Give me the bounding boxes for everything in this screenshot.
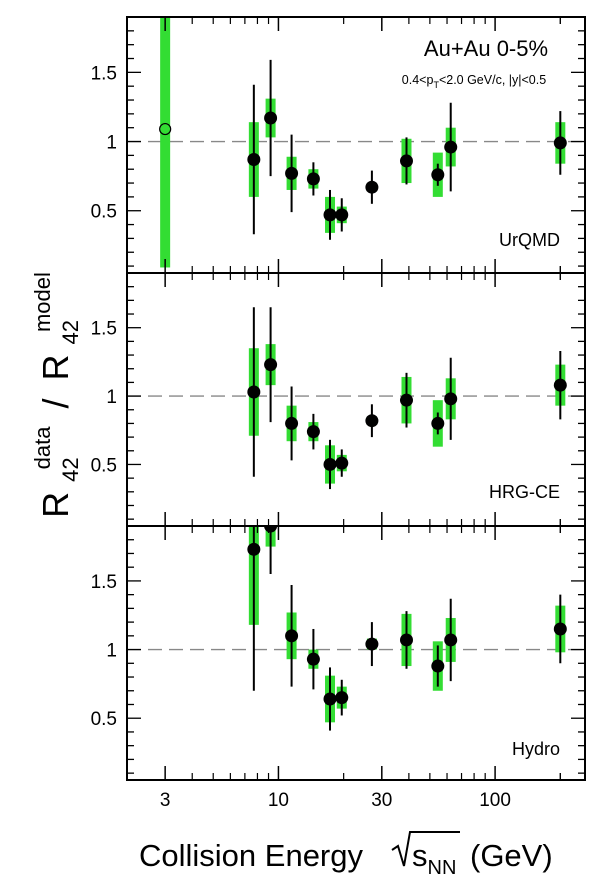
model-label: HRG-CE bbox=[489, 482, 560, 502]
data-point bbox=[365, 414, 378, 427]
y-tick-label: 1.5 bbox=[91, 572, 117, 593]
data-point bbox=[247, 385, 260, 398]
panels-group: 0.5 1 1.5 UrQMD 0.5 1 1.5 HRG-CE 0.5 1 1.5 Hydro 3 10… bbox=[91, 0, 585, 811]
y-tick-label: 1 bbox=[106, 387, 117, 408]
y-tick-label: 0.5 bbox=[91, 202, 117, 223]
data-point bbox=[247, 153, 260, 166]
x-label-unit: (GeV) bbox=[470, 838, 553, 873]
data-point bbox=[285, 629, 298, 642]
data-point bbox=[307, 653, 320, 666]
data-point bbox=[431, 660, 444, 673]
data-point bbox=[324, 692, 337, 705]
y-label-sep: / bbox=[35, 399, 76, 409]
data-point bbox=[324, 458, 337, 471]
data-point bbox=[400, 633, 413, 646]
x-tick-label: 100 bbox=[479, 790, 511, 811]
data-point bbox=[444, 141, 457, 154]
x-label-sqrt-term: sNN bbox=[412, 838, 456, 879]
data-point bbox=[554, 622, 567, 635]
data-point bbox=[400, 394, 413, 407]
y-tick-label: 1.5 bbox=[91, 63, 117, 84]
x-tick-label: 3 bbox=[160, 790, 171, 811]
data-point bbox=[444, 633, 457, 646]
data-point bbox=[285, 167, 298, 180]
data-point bbox=[431, 417, 444, 430]
data-point bbox=[285, 417, 298, 430]
data-point bbox=[324, 208, 337, 221]
data-point bbox=[444, 392, 457, 405]
panel-plot-area bbox=[127, 307, 585, 489]
y-label-r2: R bbox=[35, 355, 76, 381]
y-tick-label: 0.5 bbox=[91, 455, 117, 476]
y-label-sup2: model bbox=[30, 272, 55, 332]
x-axis-label: Collision Energy sNN (GeV) bbox=[139, 832, 553, 879]
data-point bbox=[554, 136, 567, 149]
data-point bbox=[307, 172, 320, 185]
data-point bbox=[307, 425, 320, 438]
data-point bbox=[554, 379, 567, 392]
cuts-part-a: 0.4<p bbox=[402, 73, 434, 87]
data-point bbox=[247, 543, 260, 556]
x-tick-label: 30 bbox=[371, 790, 392, 811]
y-label-r1: R bbox=[35, 492, 76, 518]
panel-hrg-ce: 0.5 1 1.5 HRG-CE bbox=[91, 273, 585, 526]
x-tick-label: 10 bbox=[268, 790, 289, 811]
x-label-s: s bbox=[412, 838, 428, 873]
data-point bbox=[264, 112, 277, 125]
model-label: UrQMD bbox=[499, 230, 560, 250]
x-label-sub: NN bbox=[428, 857, 457, 879]
model-label: Hydro bbox=[512, 739, 560, 759]
y-tick-label: 0.5 bbox=[91, 709, 117, 730]
y-label-sub2: 42 bbox=[58, 320, 83, 344]
y-axis-label: R 42 data / R 42 model bbox=[17, 272, 86, 518]
data-point bbox=[264, 358, 277, 371]
x-label-main: Collision Energy bbox=[139, 838, 363, 873]
cuts-annotation: 0.4<pT<2.0 GeV/c, |y|<0.5 bbox=[402, 73, 546, 90]
data-point bbox=[335, 208, 348, 221]
data-point bbox=[365, 181, 378, 194]
y-tick-label: 1 bbox=[106, 133, 117, 154]
y-tick-label: 1 bbox=[106, 641, 117, 662]
data-point bbox=[335, 691, 348, 704]
y-label-sup1: data bbox=[30, 426, 55, 470]
data-point bbox=[335, 457, 348, 470]
data-point bbox=[431, 168, 444, 181]
y-tick-label: 1.5 bbox=[91, 319, 117, 340]
cuts-part-b: <2.0 GeV/c, |y|<0.5 bbox=[439, 73, 546, 87]
data-point bbox=[365, 638, 378, 651]
system-annotation: Au+Au 0-5% bbox=[424, 36, 548, 61]
panel-plot-area bbox=[127, 408, 585, 731]
data-point bbox=[400, 154, 413, 167]
y-label-sub1: 42 bbox=[58, 457, 83, 481]
